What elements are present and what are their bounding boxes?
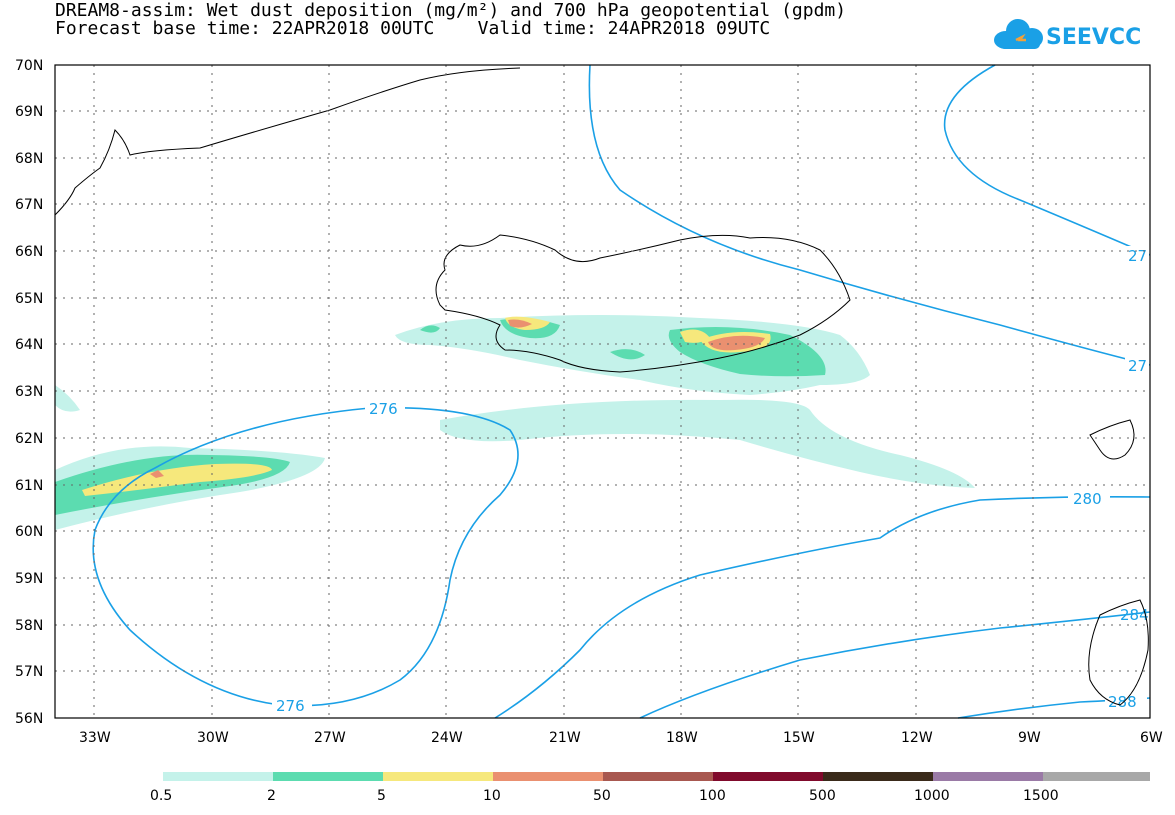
shade-iceland-orange: [708, 335, 765, 351]
chart-subtitle: Forecast base time: 22APR2018 00UTC Vali…: [55, 18, 771, 39]
longitude-labels: 33W 30W 27W 24W 21W 18W 15W 12W 9W 6W: [79, 730, 1163, 746]
lat-label: 66N: [15, 244, 43, 260]
contour-284: [639, 611, 1151, 719]
shade-iceland-green1: [420, 325, 440, 333]
logo-text: SEEVCCC: [1046, 25, 1142, 50]
legend-label: 500: [809, 788, 836, 804]
colorbar-legend: 0.5 2 5 10 50 100 500 1000 1500: [150, 772, 1150, 804]
legend-label: 1000: [914, 788, 950, 804]
lat-label: 64N: [15, 337, 43, 353]
contour-label: 27: [1128, 357, 1147, 375]
legend-label: 0.5: [150, 788, 172, 804]
coastlines: [54, 67, 1149, 706]
coast-greenland: [54, 67, 521, 216]
map-frame: [54, 64, 1151, 719]
contour-label: 276: [276, 697, 305, 715]
lat-label: 70N: [15, 58, 43, 74]
contour-label: 27: [1128, 247, 1147, 265]
legend-label: 2: [267, 788, 276, 804]
seevccc-logo: SEEVCCC: [994, 19, 1142, 50]
lat-label: 68N: [15, 151, 43, 167]
contour-label: 288: [1108, 693, 1137, 711]
shade-sw-patch: [55, 385, 80, 412]
latitude-labels: 70N 69N 68N 67N 66N 65N 64N 63N 62N 61N …: [15, 58, 43, 727]
contour-ne: [943, 64, 1151, 256]
lat-label: 60N: [15, 524, 43, 540]
legend-label: 5: [377, 788, 386, 804]
contour-280: [494, 496, 1151, 719]
legend-label: 100: [699, 788, 726, 804]
lon-label: 21W: [549, 730, 581, 746]
legend-swatch: [603, 772, 713, 781]
lon-label: 15W: [783, 730, 815, 746]
legend-label: 1500: [1023, 788, 1059, 804]
lon-label: 30W: [197, 730, 229, 746]
lat-label: 67N: [15, 197, 43, 213]
lat-label: 58N: [15, 618, 43, 634]
lat-label: 56N: [15, 711, 43, 727]
dust-deposition-shading: [55, 315, 975, 530]
lat-label: 62N: [15, 431, 43, 447]
lat-label: 59N: [15, 571, 43, 587]
lon-label: 18W: [666, 730, 698, 746]
chart-title: DREAM8-assim: Wet dust deposition (mg/m²…: [55, 0, 847, 21]
shade-plume: [440, 399, 975, 488]
legend-label: 10: [483, 788, 501, 804]
shade-iceland-green4: [610, 349, 645, 360]
cloud-icon: [994, 19, 1043, 49]
coast-scotland: [1088, 599, 1149, 706]
coast-iceland: [435, 234, 851, 373]
contour-label: 276: [369, 400, 398, 418]
lon-label: 12W: [901, 730, 933, 746]
lon-label: 33W: [79, 730, 111, 746]
legend-swatch: [163, 772, 273, 781]
contour-upper: [588, 64, 1151, 366]
lon-label: 24W: [431, 730, 463, 746]
contour-label: 284: [1120, 606, 1149, 624]
lat-label: 69N: [15, 104, 43, 120]
legend-swatch: [493, 772, 603, 781]
legend-swatch: [1043, 772, 1150, 781]
legend-label: 50: [593, 788, 611, 804]
lat-label: 61N: [15, 478, 43, 494]
lon-label: 9W: [1018, 730, 1041, 746]
legend-swatch: [273, 772, 383, 781]
lon-label: 6W: [1140, 730, 1163, 746]
shade-ne-orange: [508, 319, 532, 328]
lat-label: 57N: [15, 664, 43, 680]
coast-faroe: [1089, 419, 1135, 460]
shade-west-yellow: [82, 463, 272, 496]
lat-label: 63N: [15, 384, 43, 400]
legend-swatch: [933, 772, 1043, 781]
legend-swatch: [383, 772, 493, 781]
lon-label: 27W: [314, 730, 346, 746]
legend-swatch: [823, 772, 933, 781]
contour-labels: 276 276 280 27 27 284 288: [272, 246, 1149, 715]
shade-west-orange: [150, 470, 164, 478]
legend-swatch: [713, 772, 823, 781]
lat-label: 65N: [15, 291, 43, 307]
contour-label: 280: [1073, 490, 1102, 508]
